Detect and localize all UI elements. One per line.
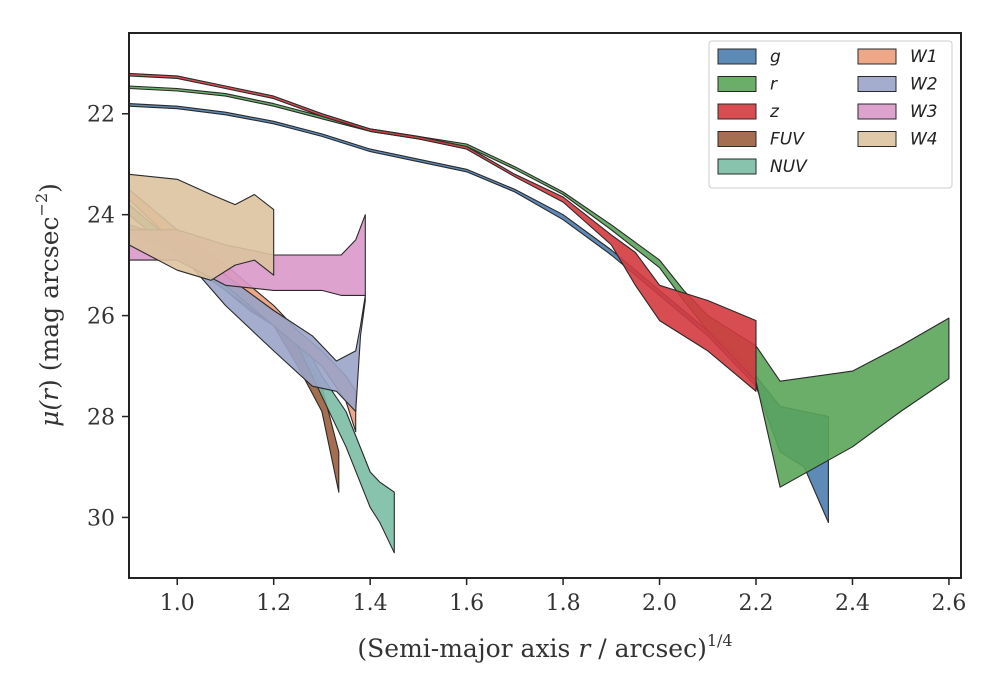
x-axis-label: (Semi-major axis r / arcsec)1/4 — [357, 631, 732, 663]
legend-label: g — [770, 47, 781, 67]
x-tick-label: 1.2 — [256, 591, 291, 616]
series-layer — [129, 72, 950, 554]
y-tick-label: 30 — [87, 506, 115, 531]
series-w2-band — [129, 224, 366, 413]
y-tick-label: 28 — [87, 406, 115, 431]
x-tick-label: 2.4 — [835, 591, 870, 616]
legend-swatch — [717, 76, 757, 92]
x-tick-label: 1.0 — [160, 591, 195, 616]
legend-item-fuv: FUV — [717, 130, 805, 150]
series-g-area — [129, 103, 829, 524]
legend-swatch — [857, 103, 897, 120]
legend-label: NUV — [770, 157, 808, 177]
legend-item-nuv: NUV — [717, 157, 808, 177]
legend-swatch — [717, 158, 757, 175]
legend-label: W4 — [910, 130, 938, 150]
legend-item-w4: W4 — [857, 130, 938, 150]
y-tick-label: 26 — [87, 305, 115, 330]
legend-label: W1 — [910, 47, 938, 67]
x-tick-label: 1.4 — [353, 591, 388, 616]
x-axis: 1.0 1.2 1.4 1.6 1.8 2.0 2.2 2.4 2.6 — [160, 578, 966, 616]
y-tick-label: 22 — [87, 103, 115, 128]
x-tick-label: 2.2 — [739, 591, 774, 616]
legend-swatch — [857, 48, 897, 65]
legend-item-w1: W1 — [857, 47, 938, 67]
series-z-area — [129, 72, 757, 392]
legend-label: FUV — [770, 130, 805, 150]
legend-swatch — [717, 48, 757, 65]
series-w4-band — [129, 173, 275, 281]
legend-label: r — [770, 75, 778, 95]
y-axis-label: μ(r) (mag arcsec−2) — [32, 183, 64, 427]
x-tick-label: 1.8 — [546, 591, 581, 616]
x-tick-label: 2.6 — [931, 591, 966, 616]
legend-label: z — [769, 102, 780, 122]
legend-swatch — [717, 103, 757, 120]
y-tick-label: 24 — [87, 204, 115, 229]
legend: grz FUV NUV W1 W2 W3 W4 — [708, 40, 953, 189]
legend-item-z: z — [717, 102, 780, 122]
legend-item-r: r — [717, 75, 778, 95]
legend-swatch — [857, 131, 897, 147]
x-tick-label: 2.0 — [642, 591, 677, 616]
legend-label: W3 — [910, 102, 938, 122]
y-axis: 22 24 26 28 30 — [87, 103, 129, 531]
plot-frame — [128, 32, 962, 579]
legend-label: W2 — [910, 75, 938, 95]
legend-swatch — [857, 76, 897, 92]
legend-item-g: g — [717, 47, 781, 67]
legend-item-w2: W2 — [857, 75, 938, 95]
series-z-band — [129, 72, 757, 392]
legend-swatch — [717, 131, 757, 147]
legend-item-w3: W3 — [857, 102, 938, 122]
series-w2-area — [129, 224, 366, 413]
series-w4-area — [129, 173, 275, 281]
series-g-band — [129, 103, 829, 524]
x-tick-label: 1.6 — [449, 591, 484, 616]
